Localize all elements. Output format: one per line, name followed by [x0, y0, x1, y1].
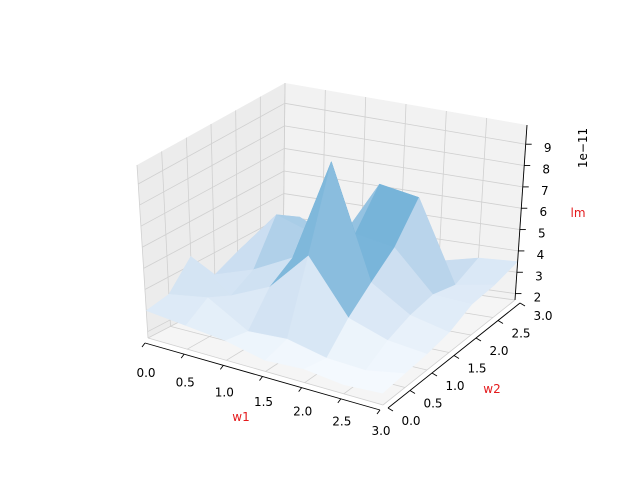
y-tick-label: 1.5	[467, 362, 486, 376]
x-tick	[219, 365, 224, 370]
z-tick-label: 5	[538, 227, 546, 241]
z-tick-label: 6	[539, 205, 547, 219]
x-axis-label: w1	[232, 410, 249, 424]
y-tick-label: 3.0	[533, 309, 552, 323]
x-tick-label: 2.5	[332, 414, 351, 428]
y-tick-label: 2.0	[489, 344, 508, 358]
x-tick-label: 0.5	[176, 376, 195, 390]
back-gridline	[284, 148, 523, 188]
x-tick	[298, 387, 303, 392]
back-gridline	[283, 170, 522, 209]
x-tick-label: 3.0	[371, 424, 390, 438]
x-tick-label: 2.0	[293, 405, 312, 419]
y-tick-label: 0.0	[401, 414, 420, 428]
left-gridline	[142, 170, 285, 248]
z-tick-label: 4	[537, 248, 545, 262]
y-tick-label: 1.0	[445, 379, 464, 393]
x-tick	[337, 398, 342, 404]
left-gridline	[144, 215, 284, 290]
z-offset-text: 1e−11	[576, 128, 590, 168]
y-tick	[453, 355, 460, 359]
surface-face	[342, 370, 406, 394]
x-tick-label: 0.0	[136, 366, 155, 380]
y-tick	[475, 337, 482, 342]
left-gridline	[143, 193, 284, 269]
back-gridline	[284, 125, 525, 166]
y-tick	[431, 372, 438, 377]
x-tick	[259, 376, 263, 381]
z-tick-label: 7	[541, 184, 549, 198]
z-tick-label: 3	[535, 269, 543, 283]
y-tick	[387, 407, 394, 412]
left-gridline	[140, 148, 285, 227]
z-tick-label: 9	[544, 141, 552, 155]
z-axis-line	[514, 124, 528, 301]
surface	[145, 160, 519, 394]
back-gridline	[284, 102, 526, 145]
y-tick-label: 2.5	[511, 327, 530, 341]
x-tick-label: 1.5	[254, 395, 273, 409]
x-tick-label: 1.0	[215, 385, 234, 399]
left-gridline	[136, 164, 149, 339]
y-tick	[519, 302, 526, 307]
x-tick	[141, 342, 146, 348]
z-tick-label: 8	[542, 163, 550, 177]
left-gridline	[210, 123, 216, 304]
left-gridline	[138, 102, 285, 185]
z-tick-label: 2	[534, 291, 542, 305]
y-axis-label: w2	[483, 382, 500, 396]
x-tick	[376, 409, 381, 415]
z-axis-label: lm	[570, 206, 585, 220]
x-tick	[180, 353, 185, 359]
y-tick	[497, 320, 504, 324]
left-gridline	[139, 125, 285, 206]
y-tick-label: 0.5	[423, 397, 442, 411]
axis-lines	[141, 124, 532, 415]
y-tick	[409, 390, 416, 394]
tick-labels: 0.00.51.01.52.02.53.00.00.51.01.52.02.53…	[136, 141, 552, 438]
floor-gridline	[147, 337, 384, 406]
